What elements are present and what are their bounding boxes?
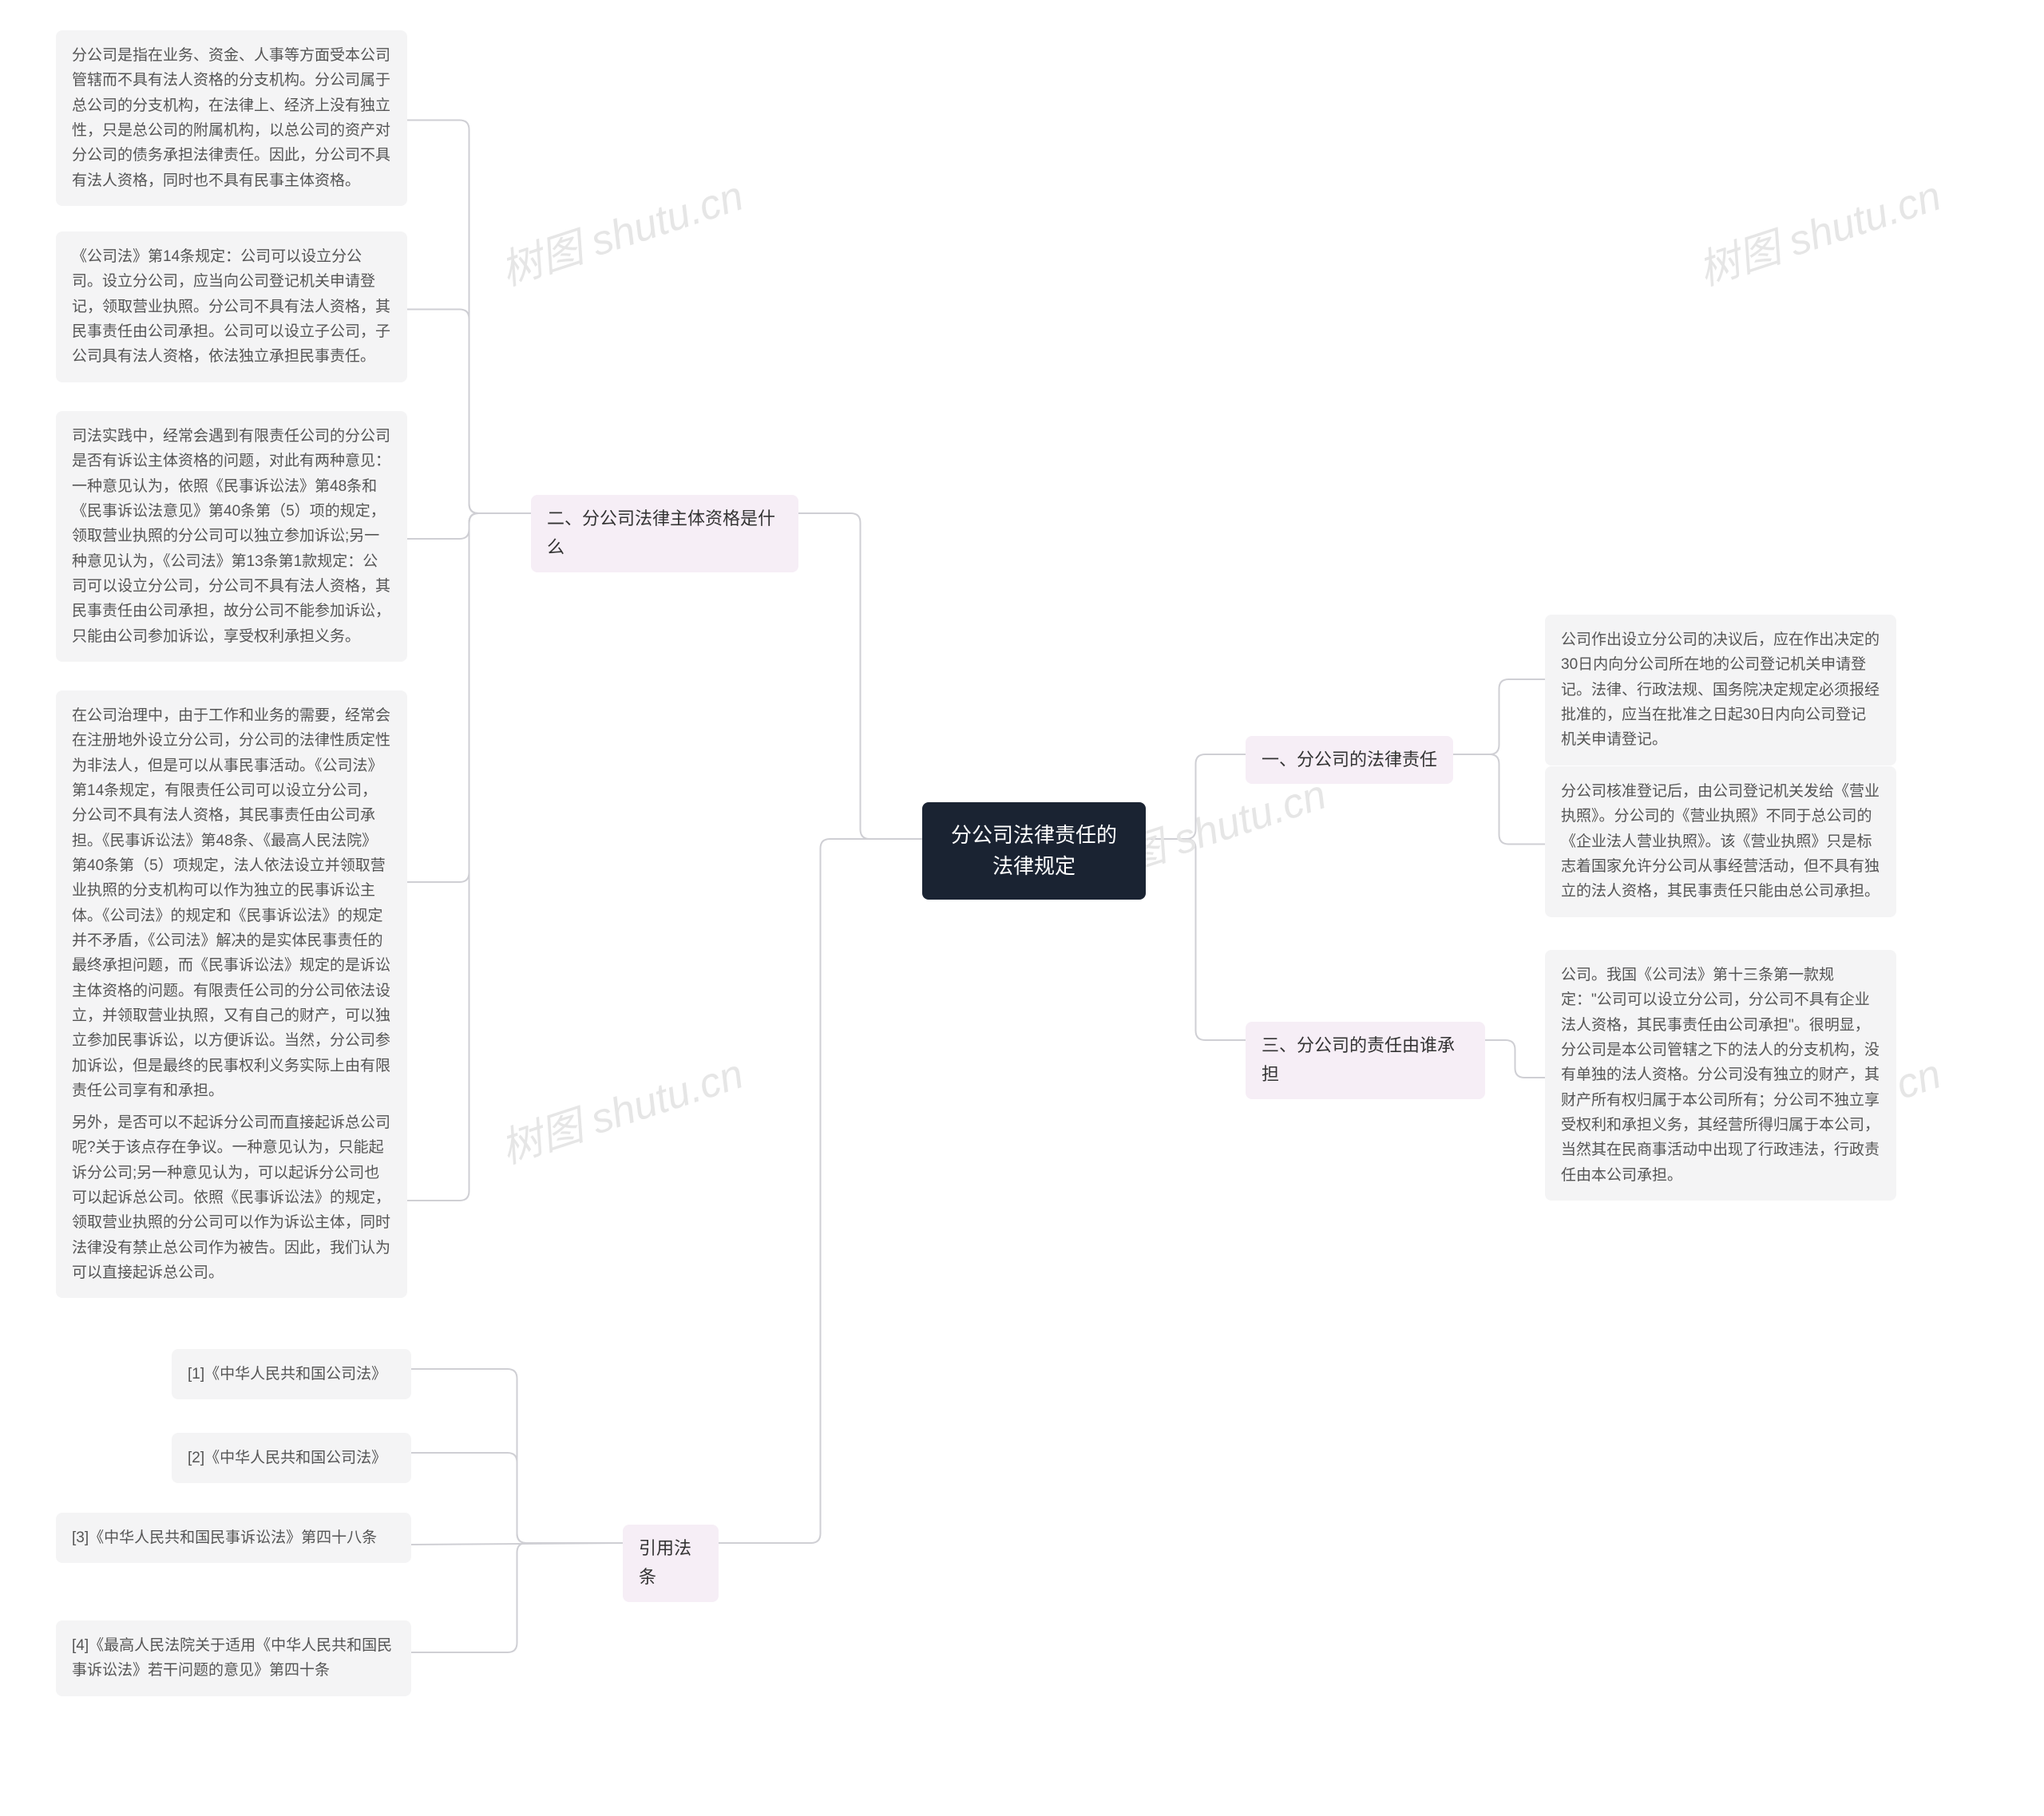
- leaf-node: [1]《中华人民共和国公司法》: [172, 1349, 411, 1399]
- branch-node[interactable]: 引用法条: [623, 1525, 719, 1602]
- leaf-node: 公司作出设立分公司的决议后，应在作出决定的30日内向分公司所在地的公司登记机关申…: [1545, 615, 1896, 766]
- leaf-node: 另外，是否可以不起诉分公司而直接起诉总公司呢?关于该点存在争议。一种意见认为，只…: [56, 1098, 407, 1298]
- leaf-node: 《公司法》第14条规定：公司可以设立分公司。设立分公司，应当向公司登记机关申请登…: [56, 231, 407, 382]
- branch-node[interactable]: 二、分公司法律主体资格是什么: [531, 495, 798, 572]
- leaf-node: 分公司是指在业务、资金、人事等方面受本公司管辖而不具有法人资格的分支机构。分公司…: [56, 30, 407, 206]
- root-node[interactable]: 分公司法律责任的法律规定: [922, 802, 1146, 900]
- branch-node[interactable]: 一、分公司的法律责任: [1246, 736, 1453, 784]
- watermark: 树图 shutu.cn: [492, 162, 750, 297]
- leaf-node: [3]《中华人民共和国民事诉讼法》第四十八条: [56, 1513, 411, 1563]
- leaf-node: 在公司治理中，由于工作和业务的需要，经常会在注册地外设立分公司，分公司的法律性质…: [56, 690, 407, 1117]
- branch-node[interactable]: 三、分公司的责任由谁承担: [1246, 1022, 1485, 1099]
- leaf-node: 分公司核准登记后，由公司登记机关发给《营业执照》。分公司的《营业执照》不同于总公…: [1545, 766, 1896, 917]
- leaf-node: [2]《中华人民共和国公司法》: [172, 1433, 411, 1483]
- leaf-node: 公司。我国《公司法》第十三条第一款规定："公司可以设立分公司，分公司不具有企业法…: [1545, 950, 1896, 1201]
- leaf-node: 司法实践中，经常会遇到有限责任公司的分公司是否有诉讼主体资格的问题，对此有两种意…: [56, 411, 407, 662]
- watermark: 树图 shutu.cn: [1689, 162, 1947, 297]
- mindmap-canvas: 树图 shutu.cn 树图 shutu.cn 树图 shutu.cn 树图 s…: [0, 0, 2044, 1816]
- watermark: 树图 shutu.cn: [492, 1040, 750, 1175]
- leaf-node: [4]《最高人民法院关于适用《中华人民共和国民事诉讼法》若干问题的意见》第四十条: [56, 1620, 411, 1696]
